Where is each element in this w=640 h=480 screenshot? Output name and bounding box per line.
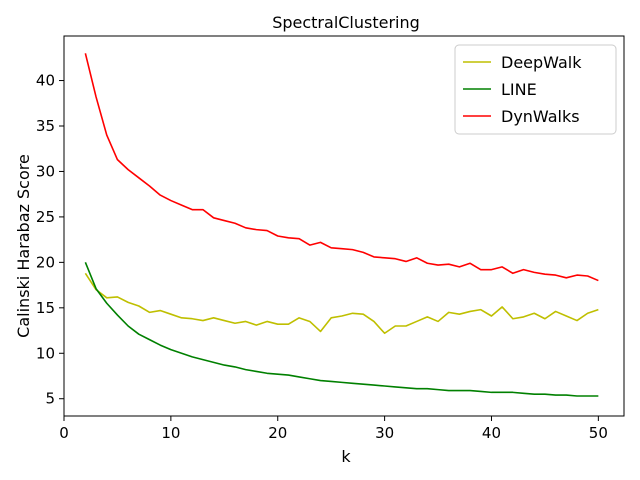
y-tick-label: 20: [36, 253, 55, 271]
plot-frame: [63, 35, 625, 417]
legend-box: [454, 44, 617, 135]
y-tick-label: 10: [36, 344, 55, 362]
x-tick-label: 50: [589, 424, 608, 442]
y-tick-label: 5: [45, 390, 55, 408]
x-tick-label: 40: [482, 424, 501, 442]
y-axis-label: Calinski Harabaz Score: [14, 154, 33, 338]
y-tick-label: 35: [36, 117, 55, 135]
legend-label-line: LINE: [501, 80, 537, 99]
series-line-line: [84, 262, 599, 397]
x-tick-label: 0: [59, 424, 69, 442]
y-tick-label: 40: [36, 72, 55, 90]
y-tick-label: 15: [36, 299, 55, 317]
legend-label-deepwalk: DeepWalk: [501, 53, 582, 72]
x-axis: 0 10 20 30 40 50: [59, 416, 608, 442]
x-tick-label: 10: [161, 424, 180, 442]
legend-label-dynwalks: DynWalks: [501, 107, 580, 126]
y-axis: 5 10 15 20 25 30 35 40: [36, 72, 64, 408]
x-tick-label: 20: [268, 424, 287, 442]
series-line-deepwalk: [84, 272, 599, 335]
x-axis-label: k: [341, 447, 351, 466]
y-tick-label: 30: [36, 162, 55, 180]
legend: DeepWalk LINE DynWalks: [454, 44, 617, 135]
chart-title: SpectralClustering: [272, 13, 420, 32]
plot-area: [63, 35, 625, 417]
series-line-dynwalks: [84, 53, 599, 282]
x-tick-label: 30: [375, 424, 394, 442]
y-tick-label: 25: [36, 208, 55, 226]
